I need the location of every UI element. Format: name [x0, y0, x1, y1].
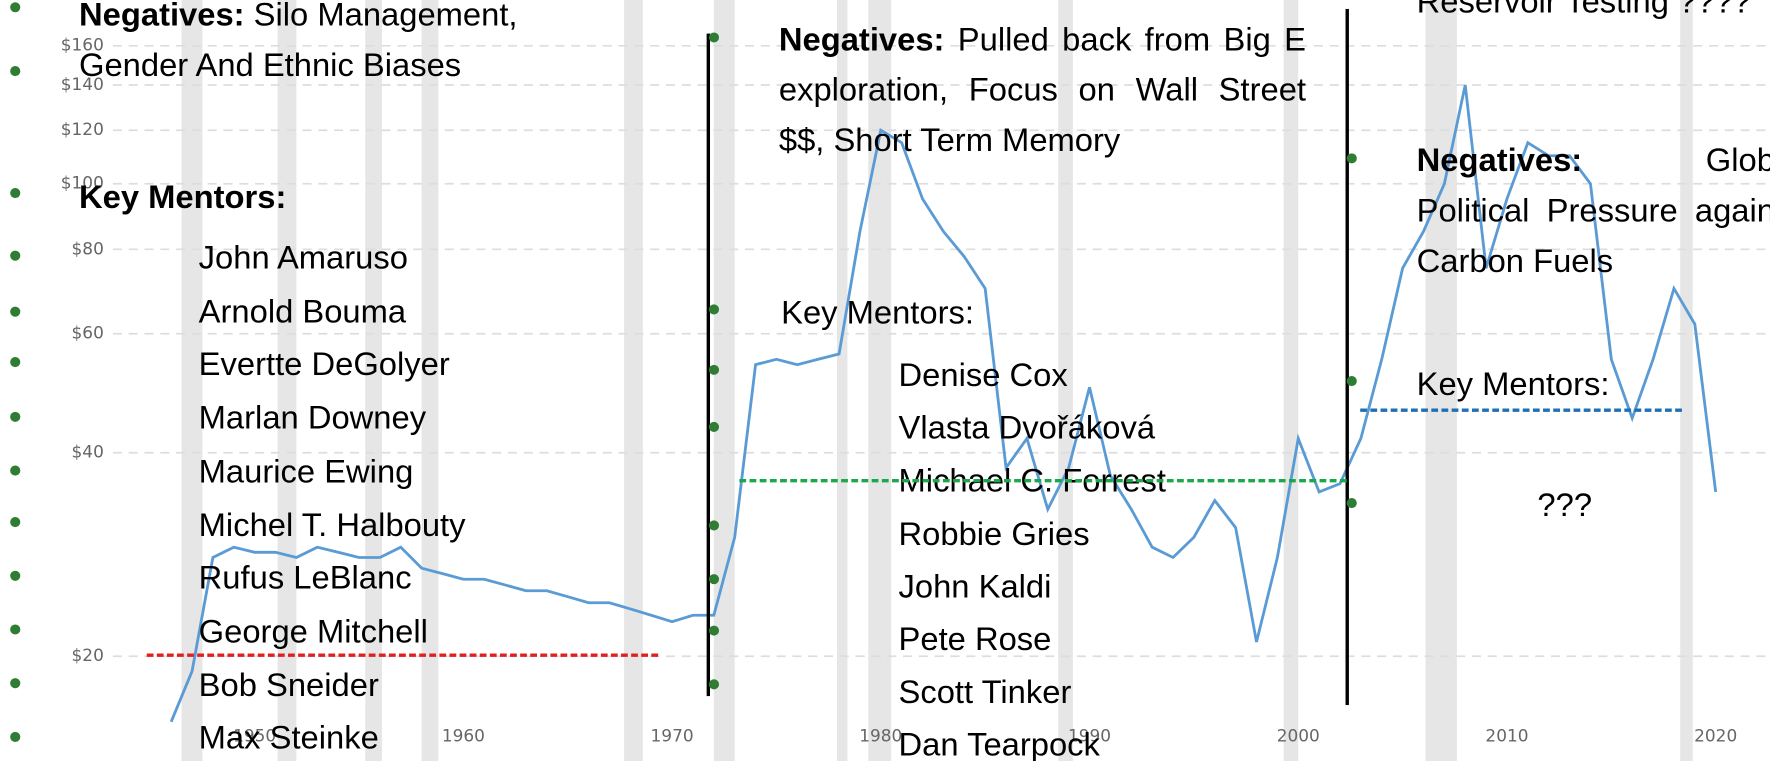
shaded-period	[713, 0, 735, 761]
negatives-label: Negatives:	[778, 22, 945, 59]
mentor: Rufus LeBlanc	[198, 560, 412, 597]
price-line	[169, 84, 1718, 723]
x-tick-label: 1970	[651, 725, 694, 745]
bullet	[1346, 376, 1357, 387]
bullet	[10, 356, 21, 368]
shaded-period	[624, 0, 643, 761]
mentor: John Amaruso	[198, 240, 408, 277]
shaded-period	[1283, 0, 1299, 761]
shaded-period	[181, 0, 203, 761]
bullet	[10, 306, 21, 317]
y-tick-label: $100	[61, 173, 104, 193]
negatives: Negatives: Global Political Pressure aga…	[1417, 137, 1770, 288]
mentor: Evertte DeGolyer	[198, 347, 450, 384]
x-tick-label: 2000	[1277, 725, 1320, 745]
mentor: Scott Tinker	[898, 675, 1072, 711]
y-tick-label: $80	[72, 238, 104, 258]
bullet	[10, 465, 21, 476]
bullet	[10, 678, 21, 689]
bullet	[708, 520, 720, 531]
mentor: Michel T. Halbouty	[198, 507, 466, 544]
shaded-period	[868, 0, 892, 761]
mentors-label: Key Mentors:	[1416, 367, 1610, 403]
mentor: Bob Sneider	[198, 667, 379, 704]
bullet	[1346, 497, 1357, 509]
mentor: Robbie Gries	[898, 516, 1090, 553]
bullet	[10, 250, 21, 261]
negatives: Negatives: Silo Management, Gender And E…	[79, 0, 610, 92]
bullet	[708, 32, 720, 43]
x-tick-label: 2010	[1485, 725, 1528, 745]
mentor: Arnold Bouma	[198, 293, 407, 330]
y-tick-label: $20	[72, 645, 104, 665]
reference-line	[146, 653, 659, 657]
mentors-label: Key Mentors:	[79, 180, 287, 216]
negatives: Negatives: Pulled back from Big E explor…	[779, 16, 1306, 167]
shaded-period	[277, 0, 297, 761]
mentor: Dan Tearpock	[898, 727, 1100, 761]
y-tick-label: $160	[61, 35, 104, 55]
y-tick-label: $40	[72, 442, 104, 462]
x-tick-label: 1960	[442, 725, 485, 745]
mentor: ???	[1537, 487, 1593, 524]
bullet	[10, 517, 21, 528]
bullet	[708, 364, 720, 375]
bullet	[10, 570, 21, 581]
bullet	[10, 411, 21, 422]
reference-line	[739, 478, 1347, 483]
divider	[706, 33, 711, 697]
y-tick-label: $140	[61, 74, 104, 94]
bullet	[10, 188, 21, 199]
mentor: Maurice Ewing	[198, 454, 414, 490]
mentors-label: Key Mentors:	[781, 295, 974, 332]
mentor: Vlasta Dvořáková	[898, 410, 1156, 447]
bullet	[708, 679, 720, 690]
bullet	[708, 625, 720, 636]
mentor: Marlan Downey	[198, 400, 427, 437]
bullet	[708, 421, 720, 432]
x-tick-label: 1990	[1068, 725, 1111, 745]
bullet	[10, 624, 21, 635]
x-tick-label: 1980	[859, 725, 902, 745]
bullet	[1346, 153, 1357, 164]
bullet	[708, 304, 720, 315]
divider	[1345, 8, 1349, 706]
bullet	[10, 2, 21, 13]
shaded-period	[1680, 0, 1693, 761]
bullet	[10, 731, 21, 742]
negatives-label: Negatives:	[79, 0, 245, 34]
y-tick-label: $120	[61, 119, 104, 139]
negatives-label: Negatives:	[1416, 143, 1583, 180]
shaded-period	[1058, 0, 1073, 761]
mentor: John Kaldi	[898, 569, 1052, 606]
intro: Reservoir Testing ????	[1416, 0, 1751, 21]
negatives-text: Pulled back from Big E exploration, Focu…	[778, 22, 1307, 159]
negatives-text: Silo Management, Gender And Ethnic Biase…	[79, 0, 518, 84]
shaded-period	[365, 0, 382, 761]
x-tick-label: 1950	[233, 725, 276, 745]
negatives-text: Global Political Pressure against Carbon…	[1416, 143, 1770, 280]
reference-line	[1360, 408, 1682, 412]
shaded-period	[836, 0, 848, 761]
mentor: George Mitchell	[198, 614, 428, 651]
bullet	[708, 574, 720, 585]
bullet	[10, 66, 21, 77]
y-tick-label: $60	[72, 323, 104, 343]
mentor: Pete Rose	[898, 622, 1052, 659]
mentor: Max Steinke	[198, 721, 379, 757]
x-tick-label: 2020	[1694, 725, 1737, 745]
shaded-period	[1425, 0, 1457, 761]
mentor: Denise Cox	[898, 358, 1068, 394]
